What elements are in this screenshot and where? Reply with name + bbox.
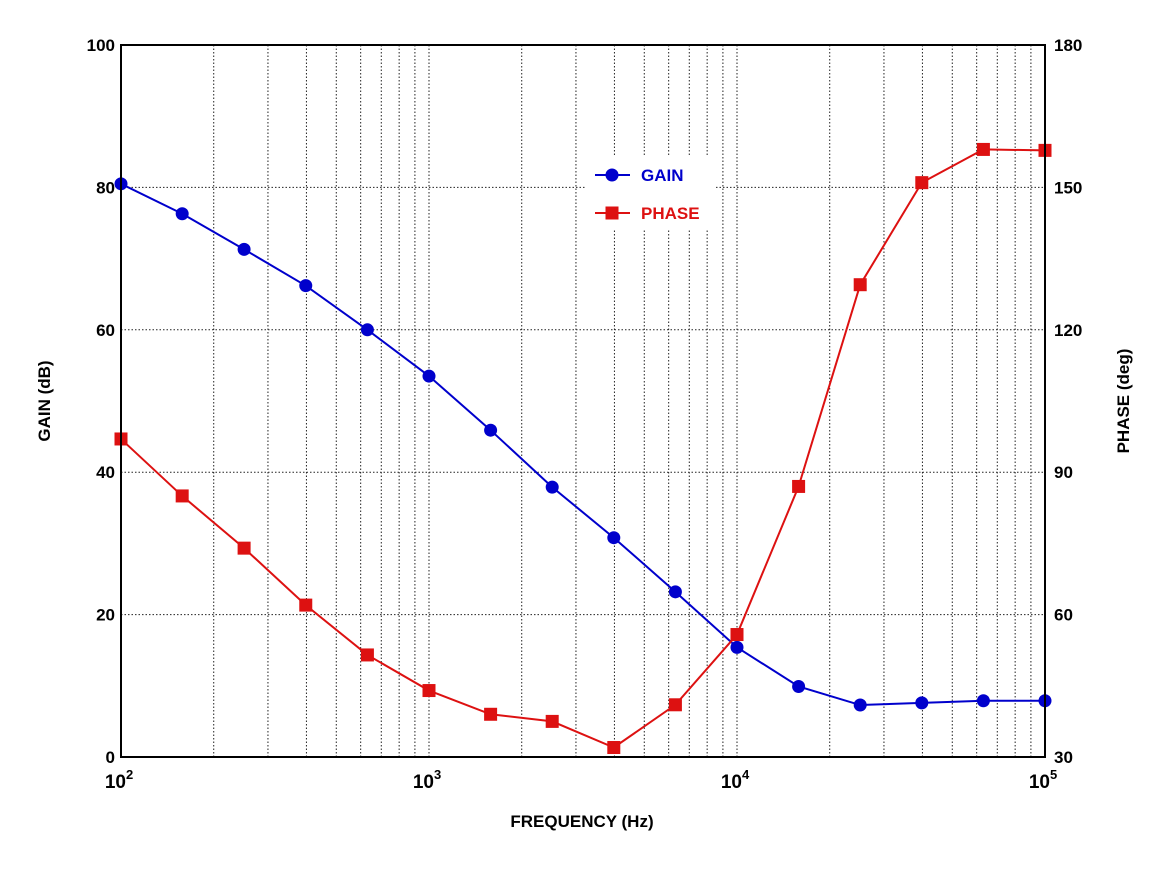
x-tick-label: 102 (105, 767, 133, 793)
phase-point (607, 741, 621, 755)
series-phase (114, 142, 1052, 755)
legend-phase-label: PHASE (641, 204, 700, 223)
phase-point (175, 489, 189, 503)
series-line-gain (120, 182, 1045, 707)
gain-point (237, 242, 251, 256)
phase-point (484, 707, 498, 721)
y-left-tick-label: 40 (96, 463, 115, 482)
y-right-tick-label: 60 (1054, 606, 1073, 625)
phase-point (853, 278, 867, 292)
y-left-tick-label: 20 (96, 606, 115, 625)
gain-point (299, 279, 313, 293)
y-axis-right-title: PHASE (deg) (1114, 349, 1133, 454)
gain-point (484, 423, 498, 437)
phase-point (299, 598, 313, 612)
phase-point (422, 684, 436, 698)
gain-point (730, 640, 744, 654)
y-left-tick-label: 0 (106, 748, 115, 767)
phase-point (360, 648, 374, 662)
plot-frame (120, 44, 1046, 758)
legend-gain-label: GAIN (641, 166, 684, 185)
gain-point (175, 207, 189, 221)
gain-point (422, 369, 436, 383)
gain-point (792, 680, 806, 694)
legend-gain-marker (605, 168, 619, 182)
x-tick-label: 105 (1029, 767, 1057, 793)
phase-point (976, 142, 990, 156)
gain-point (976, 694, 990, 708)
y-left-tick-label: 100 (87, 36, 115, 55)
x-tick-label: 104 (721, 767, 750, 793)
gain-point (915, 696, 929, 710)
y-axis-left-title: GAIN (dB) (35, 360, 54, 441)
phase-point (237, 541, 251, 555)
y-right-tick-label: 30 (1054, 748, 1073, 767)
phase-point (730, 628, 744, 642)
x-tick-label: 103 (413, 767, 441, 793)
y-right-tick-label: 90 (1054, 463, 1073, 482)
series-line-phase (120, 148, 1046, 749)
phase-point (545, 714, 559, 728)
gain-point (668, 585, 682, 599)
phase-point (792, 479, 806, 493)
legend: GAIN PHASE (585, 155, 715, 230)
y-left-tick-label: 80 (96, 178, 115, 197)
tick-labels: 0 20 40 60 80 100 30 60 90 120 150 180 102 103 104 105 (87, 36, 1083, 793)
grid-lines (121, 45, 1045, 757)
y-right-tick-label: 180 (1054, 36, 1082, 55)
phase-point (915, 176, 929, 190)
phase-point (668, 698, 682, 712)
y-right-tick-label: 150 (1054, 178, 1082, 197)
series-layer (114, 142, 1052, 755)
x-axis-title: FREQUENCY (Hz) (510, 812, 653, 831)
y-left-tick-label: 60 (96, 321, 115, 340)
gain-point (360, 323, 374, 337)
gain-point (607, 531, 621, 545)
gain-point (853, 698, 867, 712)
legend-phase-marker (605, 206, 619, 220)
gain-point (545, 480, 559, 494)
y-right-tick-label: 120 (1054, 321, 1082, 340)
